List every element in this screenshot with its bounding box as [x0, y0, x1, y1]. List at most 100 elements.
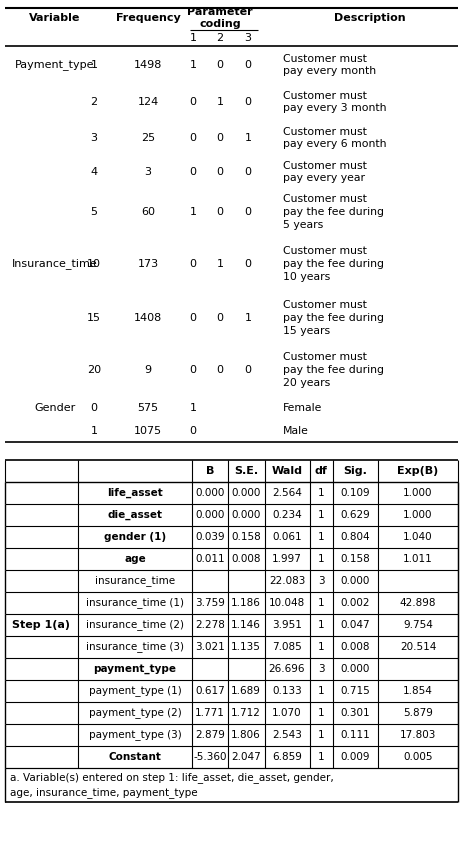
Text: 1: 1	[244, 313, 251, 323]
Text: 22.083: 22.083	[268, 576, 305, 586]
Text: 3: 3	[244, 33, 251, 43]
Text: Customer must
pay every 3 month: Customer must pay every 3 month	[282, 91, 386, 113]
Text: 0.000: 0.000	[195, 510, 224, 520]
Text: 0: 0	[244, 60, 251, 70]
Text: payment_type (1): payment_type (1)	[88, 686, 181, 696]
Text: 3: 3	[317, 576, 324, 586]
Text: 1: 1	[90, 426, 97, 436]
Text: Female: Female	[282, 403, 322, 413]
Text: 575: 575	[137, 403, 158, 413]
Text: 0.111: 0.111	[339, 730, 369, 740]
Text: Customer must
pay every year: Customer must pay every year	[282, 160, 366, 184]
Text: 1: 1	[317, 532, 324, 542]
Text: Customer must
pay the fee during
10 years: Customer must pay the fee during 10 year…	[282, 246, 383, 281]
Text: 1.712: 1.712	[231, 708, 260, 718]
Text: S.E.: S.E.	[233, 466, 257, 476]
Text: 1.070: 1.070	[272, 708, 301, 718]
Text: age: age	[124, 554, 145, 564]
Text: 0.039: 0.039	[195, 532, 225, 542]
Text: insurance_time (2): insurance_time (2)	[86, 619, 184, 630]
Text: -5.360: -5.360	[193, 752, 226, 762]
Text: payment_type (2): payment_type (2)	[88, 708, 181, 719]
Text: 2.564: 2.564	[271, 488, 301, 498]
Text: 0: 0	[216, 365, 223, 375]
Text: Male: Male	[282, 426, 308, 436]
Text: payment_type: payment_type	[94, 664, 176, 674]
Text: Exp(B): Exp(B)	[396, 466, 438, 476]
Text: 1: 1	[244, 133, 251, 143]
Text: 1: 1	[317, 598, 324, 608]
Text: 1.854: 1.854	[402, 686, 432, 696]
Text: 1.771: 1.771	[194, 708, 225, 718]
Text: 3.951: 3.951	[271, 620, 301, 630]
Text: Payment_type: Payment_type	[15, 60, 94, 70]
Text: 0: 0	[189, 167, 196, 177]
Text: 124: 124	[137, 97, 158, 107]
Text: 0: 0	[216, 133, 223, 143]
Text: 0: 0	[189, 313, 196, 323]
Text: 0.715: 0.715	[339, 686, 369, 696]
Text: 3.759: 3.759	[194, 598, 225, 608]
Text: 0.000: 0.000	[231, 488, 260, 498]
Text: 9.754: 9.754	[402, 620, 432, 630]
Text: 15: 15	[87, 313, 101, 323]
Text: Gender: Gender	[34, 403, 75, 413]
Text: 20: 20	[87, 365, 101, 375]
Text: Parameter
coding: Parameter coding	[187, 7, 252, 29]
Text: 0.009: 0.009	[339, 752, 369, 762]
Text: 1: 1	[317, 488, 324, 498]
Text: 1: 1	[216, 97, 223, 107]
Text: 2.879: 2.879	[194, 730, 225, 740]
Text: 1: 1	[317, 730, 324, 740]
Text: 2.543: 2.543	[271, 730, 301, 740]
Text: 1.689: 1.689	[231, 686, 260, 696]
Text: 2.047: 2.047	[231, 752, 260, 762]
Text: 1.186: 1.186	[231, 598, 260, 608]
Text: 1: 1	[317, 752, 324, 762]
Text: df: df	[314, 466, 327, 476]
Text: 0.000: 0.000	[195, 488, 224, 498]
Text: 1: 1	[216, 259, 223, 269]
Text: 9: 9	[144, 365, 151, 375]
Text: 3: 3	[90, 133, 97, 143]
Text: 0: 0	[189, 133, 196, 143]
Text: 1: 1	[317, 708, 324, 718]
Text: 1: 1	[90, 60, 97, 70]
Text: Description: Description	[333, 13, 405, 23]
Text: insurance_time: insurance_time	[95, 576, 175, 586]
Text: 0.617: 0.617	[195, 686, 225, 696]
Text: 1: 1	[189, 403, 196, 413]
Text: 4: 4	[90, 167, 97, 177]
Text: 1.000: 1.000	[402, 510, 432, 520]
Text: Customer must
pay the fee during
20 years: Customer must pay the fee during 20 year…	[282, 352, 383, 388]
Text: 10.048: 10.048	[268, 598, 305, 608]
Text: 1.806: 1.806	[231, 730, 260, 740]
Text: 5: 5	[90, 207, 97, 217]
Text: 0: 0	[216, 60, 223, 70]
Text: 0: 0	[90, 403, 97, 413]
Text: Customer must
pay every 6 month: Customer must pay every 6 month	[282, 126, 386, 150]
Text: 1: 1	[189, 60, 196, 70]
Text: 1: 1	[317, 642, 324, 652]
Text: 1.040: 1.040	[402, 532, 432, 542]
Text: 0: 0	[189, 259, 196, 269]
Text: 0: 0	[244, 259, 251, 269]
Text: 1.000: 1.000	[402, 488, 432, 498]
Text: 6.859: 6.859	[271, 752, 301, 762]
Text: 0.047: 0.047	[339, 620, 369, 630]
Text: 0: 0	[244, 167, 251, 177]
Text: 0.011: 0.011	[195, 554, 225, 564]
Text: 1: 1	[189, 33, 196, 43]
Text: 1.135: 1.135	[231, 642, 260, 652]
Text: 0.000: 0.000	[231, 510, 260, 520]
Text: insurance_time (3): insurance_time (3)	[86, 642, 184, 652]
Text: 0: 0	[216, 313, 223, 323]
Text: Step 1(a): Step 1(a)	[12, 620, 70, 630]
Text: 0: 0	[216, 167, 223, 177]
Text: 0.008: 0.008	[231, 554, 260, 564]
Text: Frequency: Frequency	[115, 13, 180, 23]
Text: 0.629: 0.629	[339, 510, 369, 520]
Text: Variable: Variable	[29, 13, 81, 23]
Text: 25: 25	[141, 133, 155, 143]
Text: 1: 1	[317, 510, 324, 520]
